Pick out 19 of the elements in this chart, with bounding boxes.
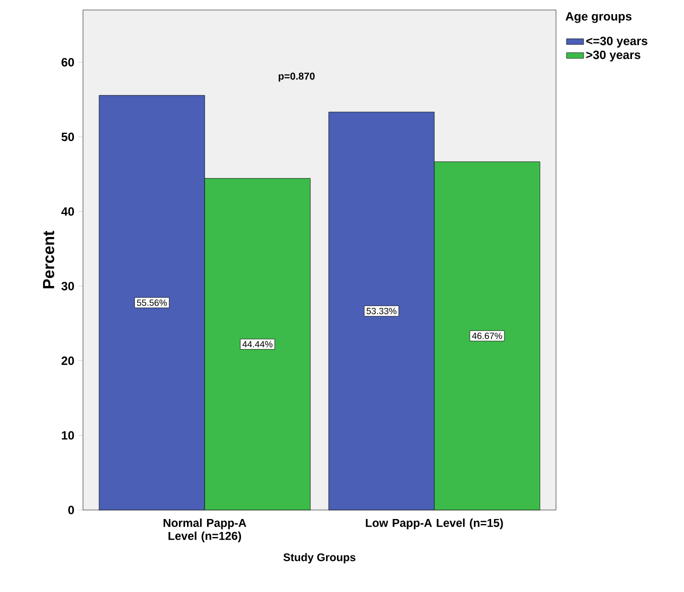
- x-axis-title: Study Groups: [283, 553, 356, 564]
- data-label: 44.44%: [242, 341, 272, 348]
- y-tick-label: 60: [62, 58, 74, 66]
- x-tick-label: Normal Papp-A Level (n=126): [164, 518, 246, 542]
- y-tick-label: 40: [61, 207, 74, 216]
- y-tick-label: 50: [62, 132, 74, 142]
- y-tick-label: 30: [61, 282, 74, 290]
- data-label: 53.33%: [366, 308, 396, 314]
- y-tick-label: 10: [62, 431, 74, 440]
- y-tick-label: 0: [68, 506, 74, 514]
- legend-label: <=30 years: [586, 36, 648, 48]
- y-tick-label: 20: [62, 356, 74, 365]
- legend-title: Age groups: [566, 12, 632, 23]
- data-label: 46.67%: [472, 332, 502, 340]
- annotation: p=0.870: [278, 72, 315, 82]
- data-label: 55.56%: [136, 299, 167, 306]
- x-tick-label: Low Papp-A Level (n=15): [366, 518, 503, 530]
- y-axis-title: Percent: [43, 230, 54, 288]
- legend-label: >30 years: [586, 50, 640, 62]
